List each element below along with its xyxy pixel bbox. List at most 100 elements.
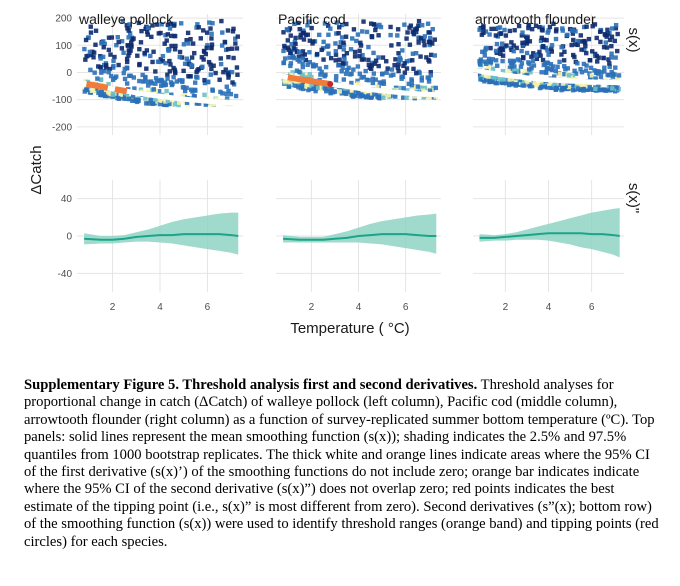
hex-cell <box>604 45 610 50</box>
hexbin-cloud <box>477 21 622 94</box>
hex-cell <box>221 69 226 75</box>
hex-cell <box>300 64 306 70</box>
hex-cell <box>169 43 174 49</box>
hex-cell <box>487 79 493 84</box>
hex-cell <box>192 87 198 93</box>
hex-cell <box>98 54 103 59</box>
hex-cell <box>346 65 351 71</box>
hex-cell <box>344 91 349 97</box>
hex-cell <box>204 30 210 35</box>
hex-cell <box>202 92 207 98</box>
hex-cell <box>543 61 548 67</box>
hex-cell <box>307 59 312 65</box>
hex-cell <box>522 68 527 74</box>
hex-cell <box>231 55 236 61</box>
hex-cell <box>609 34 615 39</box>
hex-cell <box>357 71 363 76</box>
hex-cell <box>182 61 188 66</box>
hex-cell <box>332 89 338 94</box>
hex-cell <box>189 55 195 60</box>
hex-cell <box>84 54 89 59</box>
hex-cell <box>411 66 416 72</box>
hex-cell <box>417 70 422 76</box>
hex-cell <box>224 84 229 89</box>
hex-cell <box>402 22 407 27</box>
hex-cell <box>422 85 428 91</box>
hex-cell <box>285 38 291 43</box>
hex-cell <box>512 82 518 87</box>
x-tick-label: 4 <box>157 302 163 313</box>
hex-cell <box>130 98 135 103</box>
hex-cell <box>477 27 482 32</box>
hex-cell <box>545 60 551 66</box>
hex-cell <box>578 82 584 88</box>
hex-cell <box>305 62 310 68</box>
hex-cell <box>207 20 212 25</box>
hex-cell <box>137 78 142 84</box>
hex-cell <box>559 52 564 57</box>
hex-cell <box>106 35 112 40</box>
hex-cell <box>553 36 559 42</box>
hex-cell <box>594 35 599 41</box>
hex-cell <box>165 72 170 77</box>
hex-cell <box>142 79 147 84</box>
hex-cell <box>176 102 181 108</box>
hex-cell <box>395 65 401 70</box>
y-axis-labels: 200 100 0 -100 -200 40 0 -40 <box>52 14 72 280</box>
hex-cell <box>478 77 483 82</box>
hex-cell <box>493 26 498 31</box>
hex-cell <box>315 85 320 90</box>
hex-cell <box>116 96 122 101</box>
hex-cell <box>578 66 583 72</box>
hex-cell <box>164 88 169 94</box>
hex-cell <box>497 25 503 30</box>
hex-cell <box>205 96 210 101</box>
hex-cell <box>432 53 438 58</box>
orange-threshold-bar <box>85 80 109 91</box>
hex-cell <box>98 56 103 61</box>
hex-cell <box>405 30 410 35</box>
hex-cell <box>486 59 492 64</box>
hex-cell <box>590 49 595 54</box>
hex-cell <box>597 29 603 34</box>
hex-cell <box>569 42 574 48</box>
hex-cell <box>343 61 349 66</box>
hex-cell <box>596 69 601 74</box>
hex-cell <box>537 24 542 30</box>
hex-cell <box>118 92 124 98</box>
hex-cell <box>146 79 151 84</box>
hex-cell <box>281 48 286 54</box>
hex-cell <box>530 83 535 89</box>
hex-cell <box>607 37 613 43</box>
hex-cell <box>88 67 93 73</box>
hex-cell <box>615 31 620 37</box>
hex-cell <box>482 53 488 58</box>
hex-cell <box>138 40 144 45</box>
hex-cell <box>571 52 576 58</box>
hex-cell <box>295 57 300 63</box>
hex-cell <box>337 57 342 62</box>
hex-cell <box>342 56 347 62</box>
hex-cell <box>336 63 341 68</box>
hex-cell <box>375 92 381 97</box>
hex-cell <box>502 27 507 33</box>
hex-cell <box>616 86 621 92</box>
hex-cell <box>366 44 371 50</box>
y-tick-label: 0 <box>66 68 72 79</box>
hex-cell <box>122 76 128 82</box>
hex-cell <box>299 82 305 88</box>
hex-cell <box>541 44 546 49</box>
hex-cell <box>184 85 189 91</box>
hex-cell <box>159 22 164 27</box>
hex-cell <box>551 21 556 26</box>
hex-cell <box>562 49 567 55</box>
ci-ribbon <box>283 213 437 254</box>
hex-cell <box>575 61 580 66</box>
hex-cell <box>548 62 554 67</box>
hex-cell <box>202 49 207 54</box>
hex-cell <box>411 85 416 90</box>
hex-cell <box>210 21 215 26</box>
hex-cell <box>570 31 576 36</box>
hex-cell <box>560 81 566 86</box>
hex-cell <box>515 57 521 62</box>
